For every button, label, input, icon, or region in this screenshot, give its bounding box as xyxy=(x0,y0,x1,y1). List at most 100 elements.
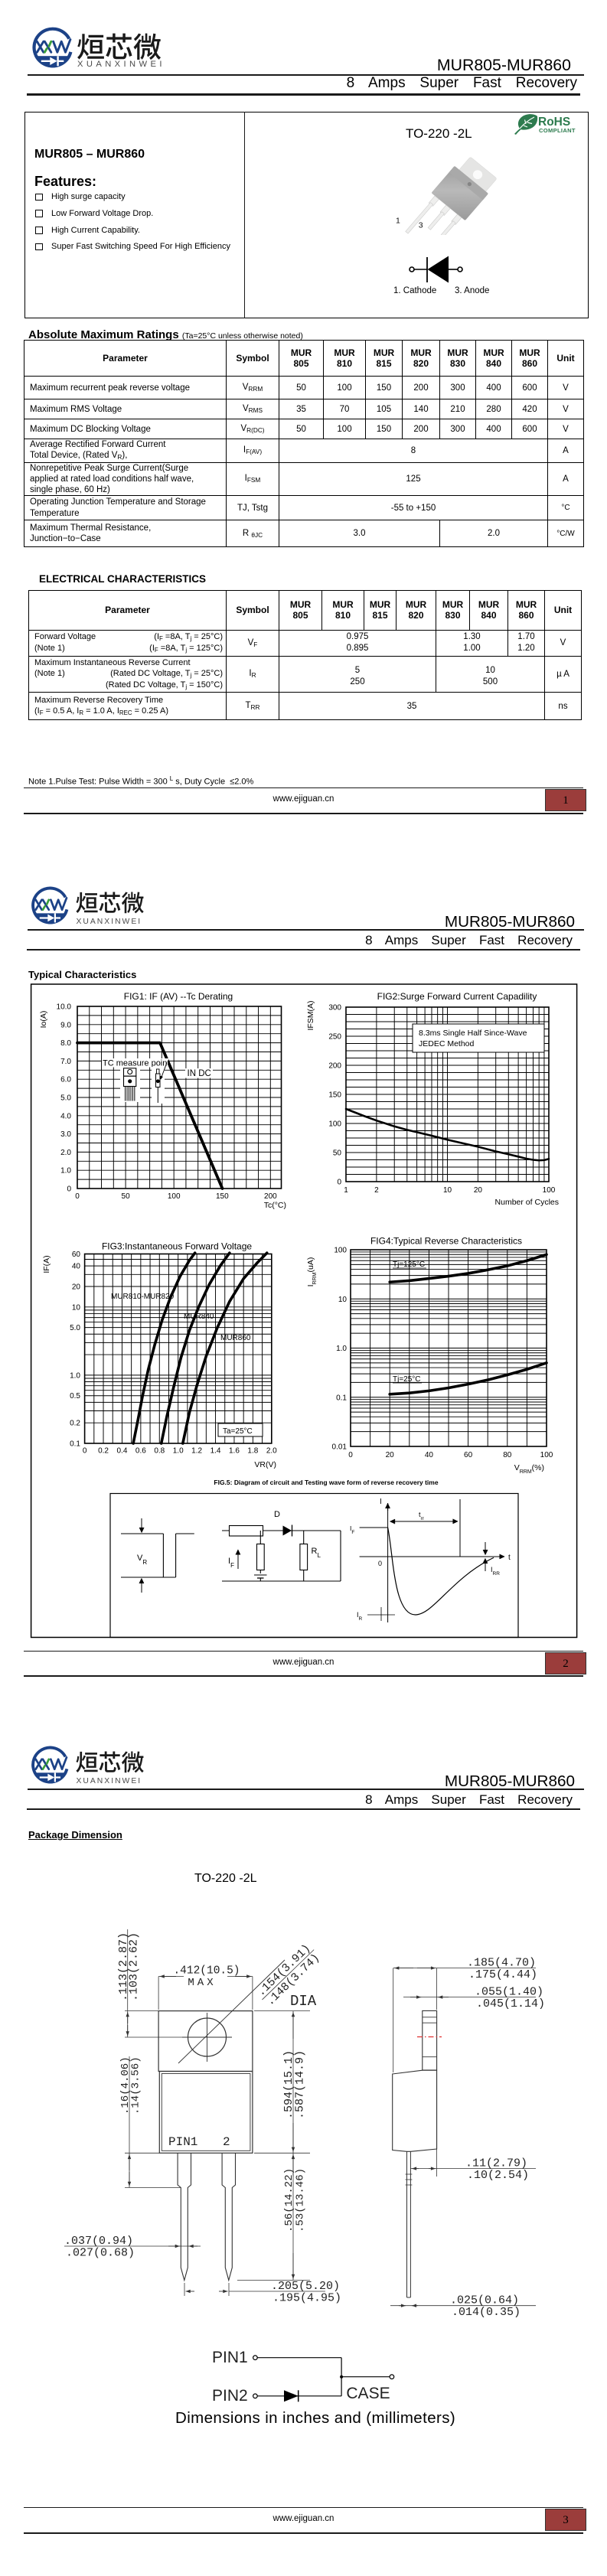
svg-text:60: 60 xyxy=(72,1251,81,1259)
svg-text:100: 100 xyxy=(334,1247,347,1255)
svg-text:.11(2.79): .11(2.79) xyxy=(465,2157,527,2170)
svg-text:0.4: 0.4 xyxy=(116,1447,127,1456)
svg-text:0.2: 0.2 xyxy=(70,1420,80,1428)
svg-text:5.0: 5.0 xyxy=(60,1094,71,1103)
svg-text:1.8: 1.8 xyxy=(247,1447,258,1456)
svg-text:.113(2.87): .113(2.87) xyxy=(117,1932,130,2001)
svg-text:.594(15.1): .594(15.1) xyxy=(282,2050,295,2119)
svg-text:100: 100 xyxy=(540,1451,553,1459)
svg-text:2.0: 2.0 xyxy=(266,1447,277,1456)
svg-text:D: D xyxy=(274,1510,280,1519)
svg-text:10: 10 xyxy=(338,1296,348,1304)
svg-text:0.1: 0.1 xyxy=(70,1440,80,1449)
svg-text:.025(0.64): .025(0.64) xyxy=(450,2294,519,2307)
svg-text:IF(A): IF(A) xyxy=(42,1255,51,1273)
svg-text:.205(5.20): .205(5.20) xyxy=(271,2280,340,2293)
svg-text:IFSM(A): IFSM(A) xyxy=(306,1000,315,1030)
svg-text:.56(14.22): .56(14.22) xyxy=(283,2168,295,2232)
svg-text:8.3ms Single Half Since-Wave: 8.3ms Single Half Since-Wave xyxy=(419,1029,527,1038)
svg-text:CASE: CASE xyxy=(346,2385,390,2402)
svg-text:FIG.5: Diagram of circuit and: FIG.5: Diagram of circuit and Testing wa… xyxy=(214,1479,438,1486)
svg-text:FIG2:Surge Forward Current Cap: FIG2:Surge Forward Current Capadility xyxy=(377,991,537,1002)
svg-text:50: 50 xyxy=(122,1192,131,1201)
svg-text:IRRM(uA): IRRM(uA) xyxy=(306,1257,318,1287)
svg-text:IR: IR xyxy=(357,1611,363,1622)
svg-text:FIG4:Typical Reverse Character: FIG4:Typical Reverse Characteristics xyxy=(370,1236,522,1247)
svg-text:RoHS: RoHS xyxy=(538,116,570,129)
svg-text:Tc(°C): Tc(°C) xyxy=(264,1201,286,1210)
svg-text:0: 0 xyxy=(83,1447,87,1456)
svg-text:200: 200 xyxy=(264,1192,277,1201)
svg-text:.055(1.40): .055(1.40) xyxy=(475,1986,543,1999)
svg-text:1.0: 1.0 xyxy=(173,1447,184,1456)
svg-text:1.0: 1.0 xyxy=(60,1167,71,1176)
svg-text:VR(V): VR(V) xyxy=(254,1460,276,1469)
svg-text:50: 50 xyxy=(333,1149,342,1158)
svg-text:.53(13.46): .53(13.46) xyxy=(295,2168,307,2232)
svg-text:COMPLIANT: COMPLIANT xyxy=(539,127,576,134)
svg-text:1: 1 xyxy=(396,217,400,226)
svg-text:PIN2: PIN2 xyxy=(212,2387,248,2405)
svg-text:3: 3 xyxy=(419,222,423,230)
svg-text:6.0: 6.0 xyxy=(60,1076,71,1084)
svg-text:2: 2 xyxy=(374,1186,379,1195)
svg-text:TC measure point: TC measure point xyxy=(103,1059,169,1068)
svg-text:150: 150 xyxy=(216,1192,229,1201)
svg-text:.175(4.44): .175(4.44) xyxy=(468,1968,537,1981)
svg-text:0.6: 0.6 xyxy=(135,1447,146,1456)
svg-text:.14(3.56): .14(3.56) xyxy=(130,2056,142,2115)
svg-text:MUR860: MUR860 xyxy=(220,1334,251,1342)
svg-text:10: 10 xyxy=(72,1303,81,1312)
svg-text:100: 100 xyxy=(168,1192,181,1201)
svg-text:FIG3:Instantaneous Forward Vol: FIG3:Instantaneous Forward Voltage xyxy=(102,1241,252,1252)
svg-text:IF: IF xyxy=(228,1557,234,1569)
svg-text:0: 0 xyxy=(378,1560,382,1567)
svg-text:8.0: 8.0 xyxy=(60,1039,71,1048)
svg-text:20: 20 xyxy=(72,1283,81,1291)
svg-text:0.2: 0.2 xyxy=(98,1447,109,1456)
svg-text:Io(A): Io(A) xyxy=(39,1011,48,1029)
svg-text:.195(4.95): .195(4.95) xyxy=(272,2292,341,2305)
svg-text:7.0: 7.0 xyxy=(60,1058,71,1066)
svg-text:PIN1: PIN1 xyxy=(168,2135,197,2149)
svg-text:DIA: DIA xyxy=(290,1993,317,2010)
svg-text:0: 0 xyxy=(67,1185,71,1194)
svg-text:trr: trr xyxy=(419,1511,425,1521)
svg-text:0.5: 0.5 xyxy=(70,1392,80,1400)
svg-text:.027(0.68): .027(0.68) xyxy=(66,2247,135,2260)
svg-text:300: 300 xyxy=(328,1004,341,1012)
svg-text:PIN1: PIN1 xyxy=(212,2349,248,2366)
svg-text:1.0: 1.0 xyxy=(336,1345,347,1353)
svg-text:.412(10.5): .412(10.5) xyxy=(173,1965,240,1978)
svg-text:Tj=25°C: Tj=25°C xyxy=(393,1375,421,1384)
svg-text:20: 20 xyxy=(386,1451,395,1459)
svg-text:3.0: 3.0 xyxy=(60,1130,71,1139)
svg-text:.103(2.62): .103(2.62) xyxy=(128,1932,141,2001)
svg-text:Number of Cycles: Number of Cycles xyxy=(495,1198,559,1207)
svg-text:IRR: IRR xyxy=(491,1566,500,1577)
svg-text:10.0: 10.0 xyxy=(57,1003,72,1012)
svg-text:.014(0.35): .014(0.35) xyxy=(452,2306,521,2319)
svg-text:1.0: 1.0 xyxy=(70,1371,80,1380)
svg-text:IF: IF xyxy=(350,1524,354,1535)
svg-text:150: 150 xyxy=(328,1091,341,1100)
svg-text:20: 20 xyxy=(474,1186,483,1195)
svg-text:I: I xyxy=(380,1498,382,1506)
svg-text:1.6: 1.6 xyxy=(229,1447,240,1456)
svg-text:60: 60 xyxy=(464,1451,473,1459)
svg-text:40: 40 xyxy=(72,1263,81,1271)
svg-text:0.1: 0.1 xyxy=(336,1394,347,1402)
svg-text:80: 80 xyxy=(503,1451,512,1459)
svg-text:100: 100 xyxy=(543,1186,556,1195)
svg-text:100: 100 xyxy=(328,1120,341,1129)
svg-text:.185(4.70): .185(4.70) xyxy=(467,1957,536,1970)
svg-text:0.01: 0.01 xyxy=(332,1443,348,1452)
svg-text:RL: RL xyxy=(312,1547,321,1559)
svg-text:2: 2 xyxy=(223,2135,230,2149)
svg-text:.10(2.54): .10(2.54) xyxy=(467,2169,529,2182)
svg-text:MAX: MAX xyxy=(188,1977,216,1989)
svg-text:IN DC: IN DC xyxy=(188,1069,211,1078)
svg-text:1.2: 1.2 xyxy=(191,1447,202,1456)
svg-text:1.4: 1.4 xyxy=(210,1447,221,1456)
svg-text:200: 200 xyxy=(328,1062,341,1071)
